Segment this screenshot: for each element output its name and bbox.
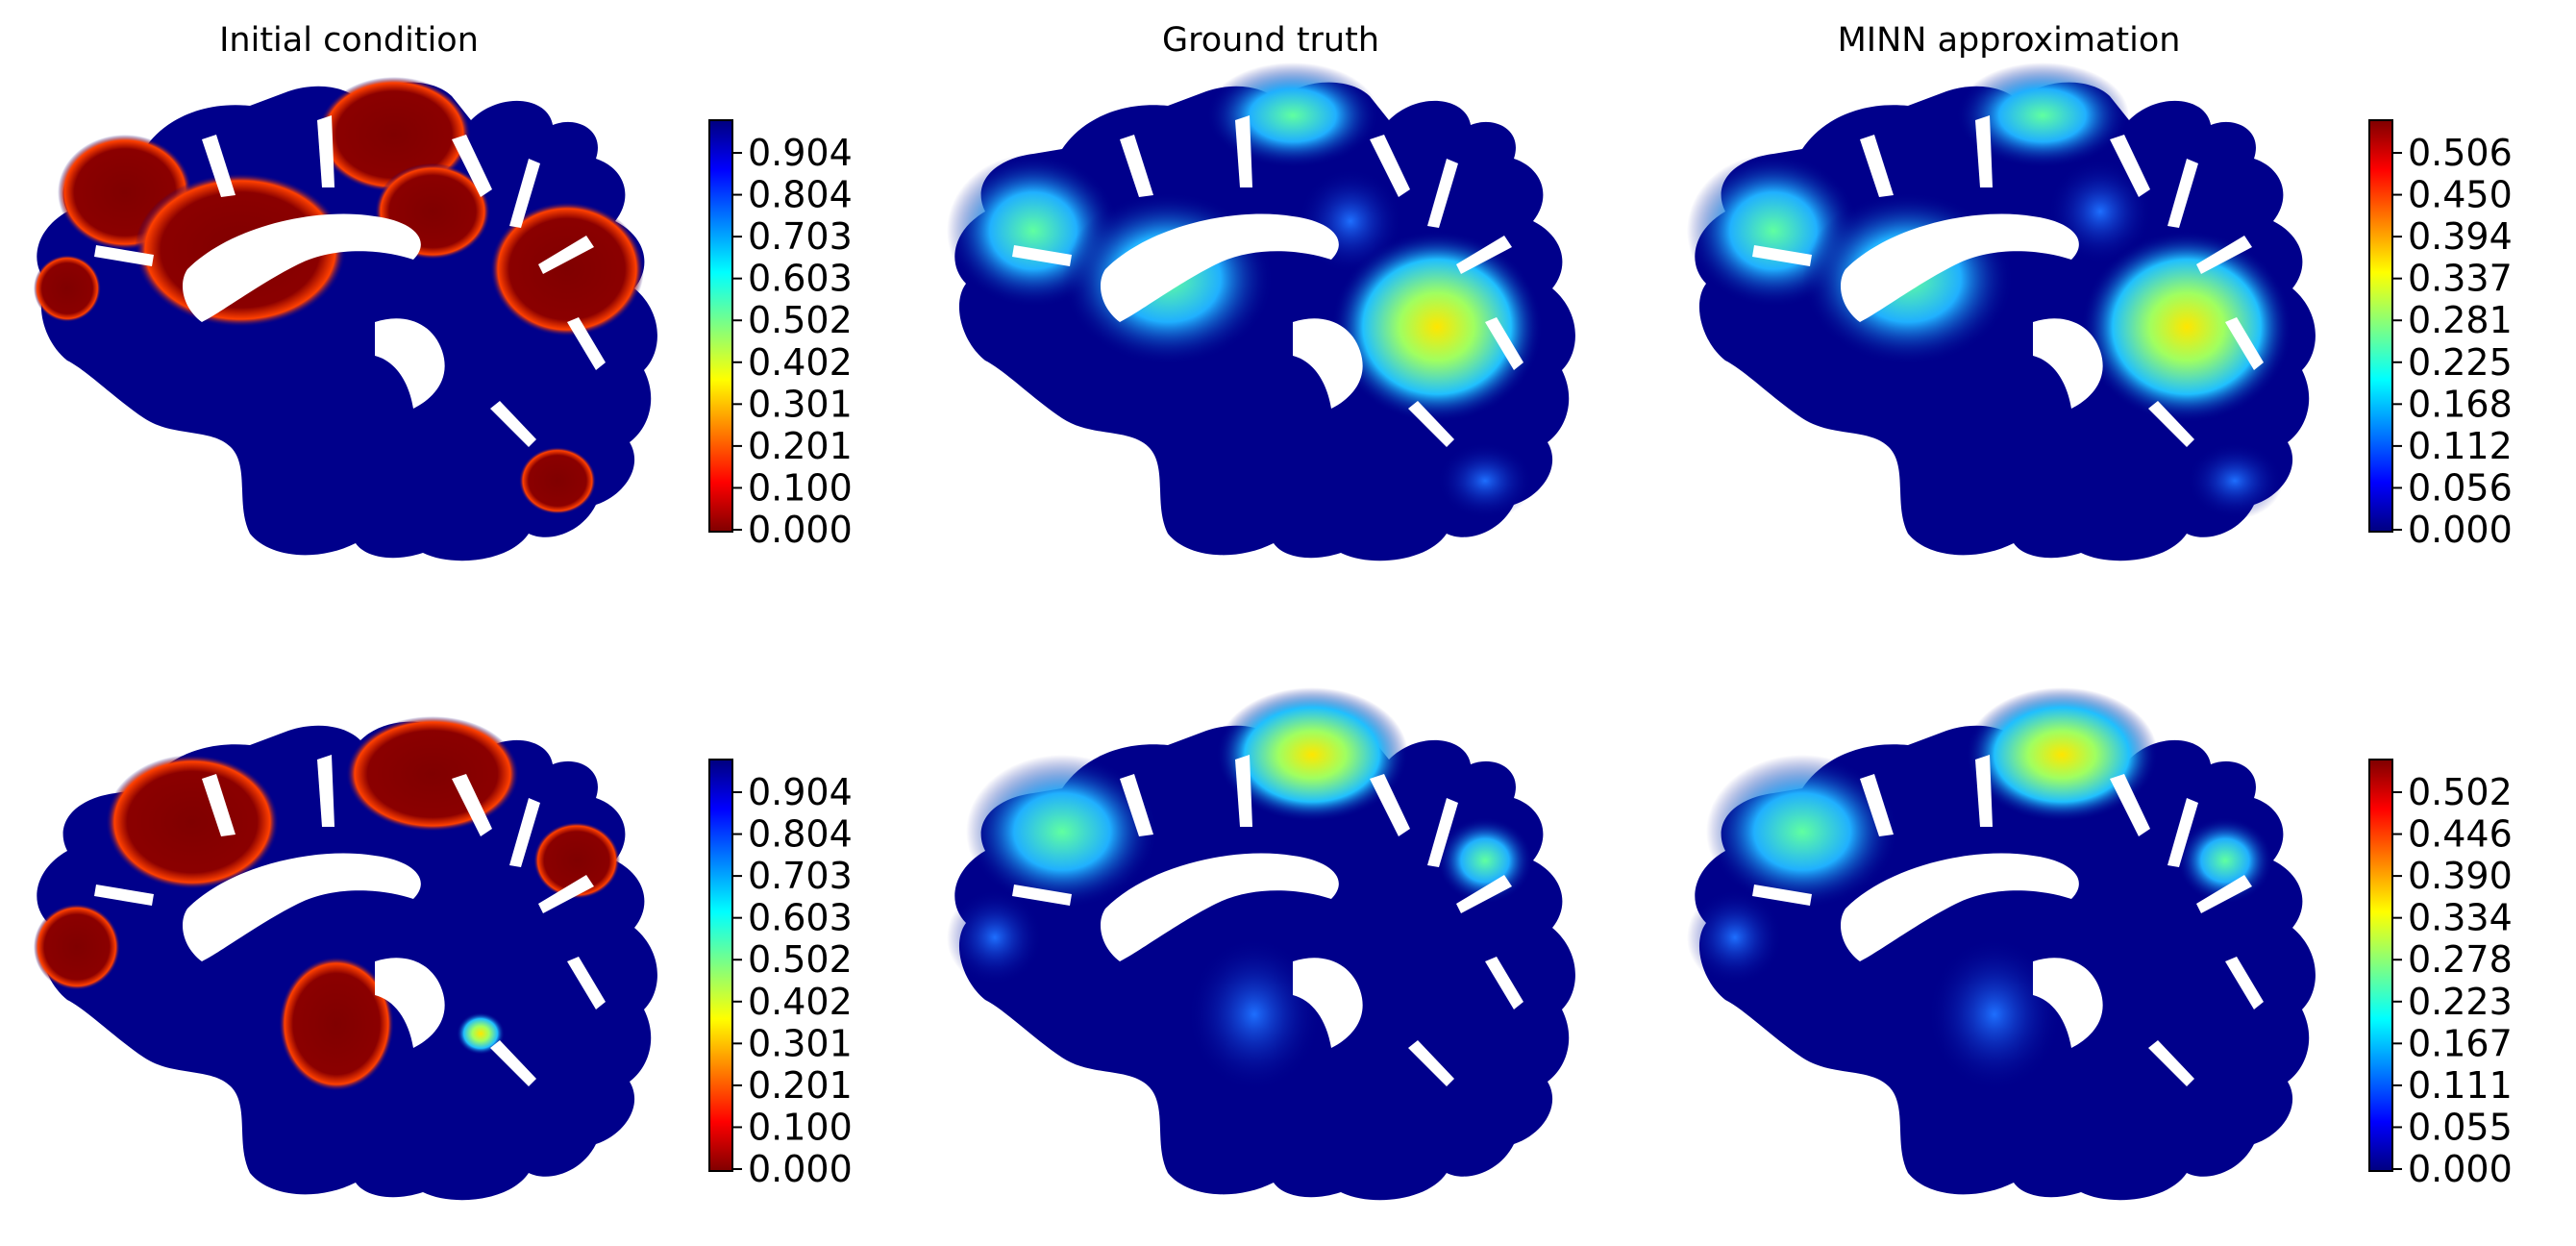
colorbar-tick-label: 0.301 (748, 383, 853, 425)
colorbar-tick-label: 0.337 (2408, 258, 2513, 300)
colorbar-tick-label: 0.056 (2408, 466, 2513, 509)
title-initial-condition: Initial condition (219, 21, 479, 60)
colorbar-scale (2368, 759, 2393, 1172)
colorbar-tick-label: 0.703 (748, 215, 853, 258)
title-minn-approximation: MINN approximation (1837, 21, 2181, 60)
map-row1-minn (1687, 62, 2316, 561)
colorbar-tick-label: 0.055 (2408, 1106, 2513, 1148)
colorbar-tick-label: 0.394 (2408, 215, 2513, 258)
colorbar-tick-label: 0.111 (2408, 1064, 2513, 1107)
colorbar-tick-label: 0.904 (748, 771, 853, 813)
colorbar-tick-label: 0.502 (2408, 771, 2513, 813)
colorbar-tick-label: 0.603 (748, 897, 853, 939)
colorbar-scale (708, 759, 733, 1172)
colorbar-tick-label: 0.281 (2408, 299, 2513, 341)
colorbar-row1-initial: 0.0000.1000.2010.3010.4020.5020.6030.703… (708, 119, 853, 551)
colorbar-tick-label: 0.301 (748, 1022, 853, 1064)
colorbar-tick-label: 0.502 (748, 299, 853, 341)
colorbar-tick-label: 0.603 (748, 258, 853, 300)
colorbar-tick-label: 0.100 (748, 1106, 853, 1148)
colorbar-tick-label: 0.804 (748, 174, 853, 216)
colorbar-tick-label: 0.703 (748, 855, 853, 897)
colorbar-tick-label: 0.334 (2408, 897, 2513, 939)
colorbar-tick-label: 0.446 (2408, 813, 2513, 856)
title-ground-truth: Ground truth (1161, 21, 1380, 60)
map-row2-truth (947, 687, 1575, 1201)
colorbar-tick-label: 0.100 (748, 466, 853, 509)
colorbar-row1-minn: 0.0000.0560.1120.1680.2250.2810.3370.394… (2368, 119, 2513, 551)
map-row1-truth (947, 62, 1575, 561)
colorbar-tick-label: 0.402 (748, 341, 853, 384)
colorbar-tick-label: 0.502 (748, 938, 853, 981)
map-row2-initial (34, 716, 657, 1201)
colorbar-tick-label: 0.223 (2408, 981, 2513, 1023)
colorbar-tick-label: 0.402 (748, 981, 853, 1023)
colorbar-tick-label: 0.450 (2408, 174, 2513, 216)
colorbar-tick-label: 0.278 (2408, 938, 2513, 981)
colorbar-tick-label: 0.000 (748, 1148, 853, 1190)
colorbar-tick-label: 0.112 (2408, 425, 2513, 467)
colorbar-tick-label: 0.000 (748, 509, 853, 551)
colorbar-tick-label: 0.000 (2408, 1148, 2513, 1190)
colorbar-tick-label: 0.201 (748, 1064, 853, 1107)
map-row1-initial (34, 77, 657, 561)
colorbar-scale (708, 119, 733, 533)
colorbar-row2-minn: 0.0000.0550.1110.1670.2230.2780.3340.390… (2368, 759, 2513, 1190)
colorbar-scale (2368, 119, 2393, 533)
colorbar-tick-label: 0.168 (2408, 383, 2513, 425)
colorbar-tick-label: 0.904 (748, 132, 853, 174)
colorbar-tick-label: 0.506 (2408, 132, 2513, 174)
colorbar-tick-label: 0.390 (2408, 855, 2513, 897)
colorbar-tick-label: 0.201 (748, 425, 853, 467)
colorbar-tick-label: 0.167 (2408, 1022, 2513, 1064)
colorbar-tick-label: 0.000 (2408, 509, 2513, 551)
colorbar-tick-label: 0.804 (748, 813, 853, 856)
colorbar-tick-label: 0.225 (2408, 341, 2513, 384)
colorbar-row2-initial: 0.0000.1000.2010.3010.4020.5020.6030.703… (708, 759, 853, 1190)
map-row2-minn (1687, 687, 2316, 1201)
